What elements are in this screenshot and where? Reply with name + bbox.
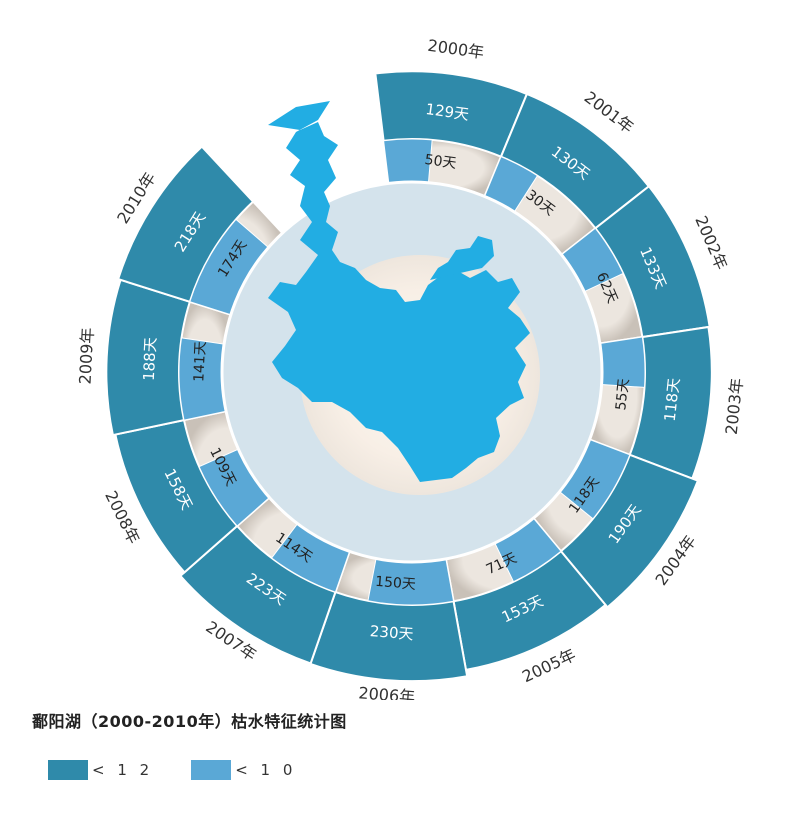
outer-value-label-9: 188天 — [140, 337, 160, 381]
lake-inlet — [430, 236, 494, 280]
legend-label-outer: < 1 2 — [92, 761, 154, 779]
year-label-9: 2009年 — [76, 327, 98, 385]
outer-value-label-6: 230天 — [369, 622, 414, 643]
inner-value-label-9: 141天 — [191, 341, 209, 382]
outer-value-label-3: 118天 — [661, 377, 684, 422]
year-label-0: 2000年 — [426, 36, 485, 62]
inner-value-label-3: 55天 — [613, 378, 632, 411]
year-label-3: 2003年 — [722, 377, 747, 435]
legend: < 1 2 < 1 0 — [48, 760, 334, 780]
legend-label-inner: < 1 0 — [235, 761, 297, 779]
center-area — [220, 101, 604, 564]
year-label-6: 2006年 — [358, 683, 416, 700]
outer-ring — [105, 70, 713, 683]
chart-title: 鄱阳湖（2000-2010年）枯水特征统计图 — [32, 712, 347, 731]
lake-shape — [268, 101, 530, 482]
legend-swatch-inner — [191, 760, 232, 780]
inner-value-label-6: 150天 — [375, 574, 417, 593]
legend-item-outer: < 1 2 — [48, 760, 153, 780]
legend-swatch-outer — [48, 760, 88, 780]
radial-chart: 2000年2001年2002年2003年2004年2005年2006年2007年… — [76, 36, 747, 700]
outer-value-label-0: 129天 — [424, 100, 470, 124]
inner-value-label-0: 50天 — [424, 152, 458, 172]
year-label-2: 2002年 — [691, 213, 731, 273]
legend-item-inner: < 1 0 — [191, 760, 296, 780]
